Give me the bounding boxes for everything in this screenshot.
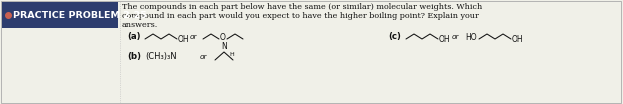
Text: (b): (b) [127, 53, 141, 61]
Text: H: H [229, 51, 234, 56]
Text: HO: HO [465, 32, 477, 41]
Text: The compounds in each part below have the same (or similar) molecular weights. W: The compounds in each part below have th… [122, 3, 482, 11]
Text: (a): (a) [127, 32, 141, 40]
Text: or: or [190, 34, 197, 40]
Text: N: N [221, 42, 227, 51]
Text: compound in each part would you expect to have the higher boiling point? Explain: compound in each part would you expect t… [122, 12, 479, 20]
Text: OH: OH [439, 35, 450, 43]
Text: (CH₃)₃N: (CH₃)₃N [145, 53, 177, 61]
Text: (c): (c) [388, 32, 401, 40]
Text: answers.: answers. [122, 21, 158, 29]
Bar [2, 2, 118, 28]
Text: OH: OH [512, 35, 523, 43]
Text: O: O [220, 33, 226, 43]
Text: or: or [200, 54, 207, 60]
Text: OH: OH [178, 35, 189, 43]
Text: PRACTICE PROBLEM 2.25: PRACTICE PROBLEM 2.25 [13, 11, 147, 20]
FancyBboxPatch shape [1, 1, 621, 103]
Text: or: or [452, 34, 460, 40]
